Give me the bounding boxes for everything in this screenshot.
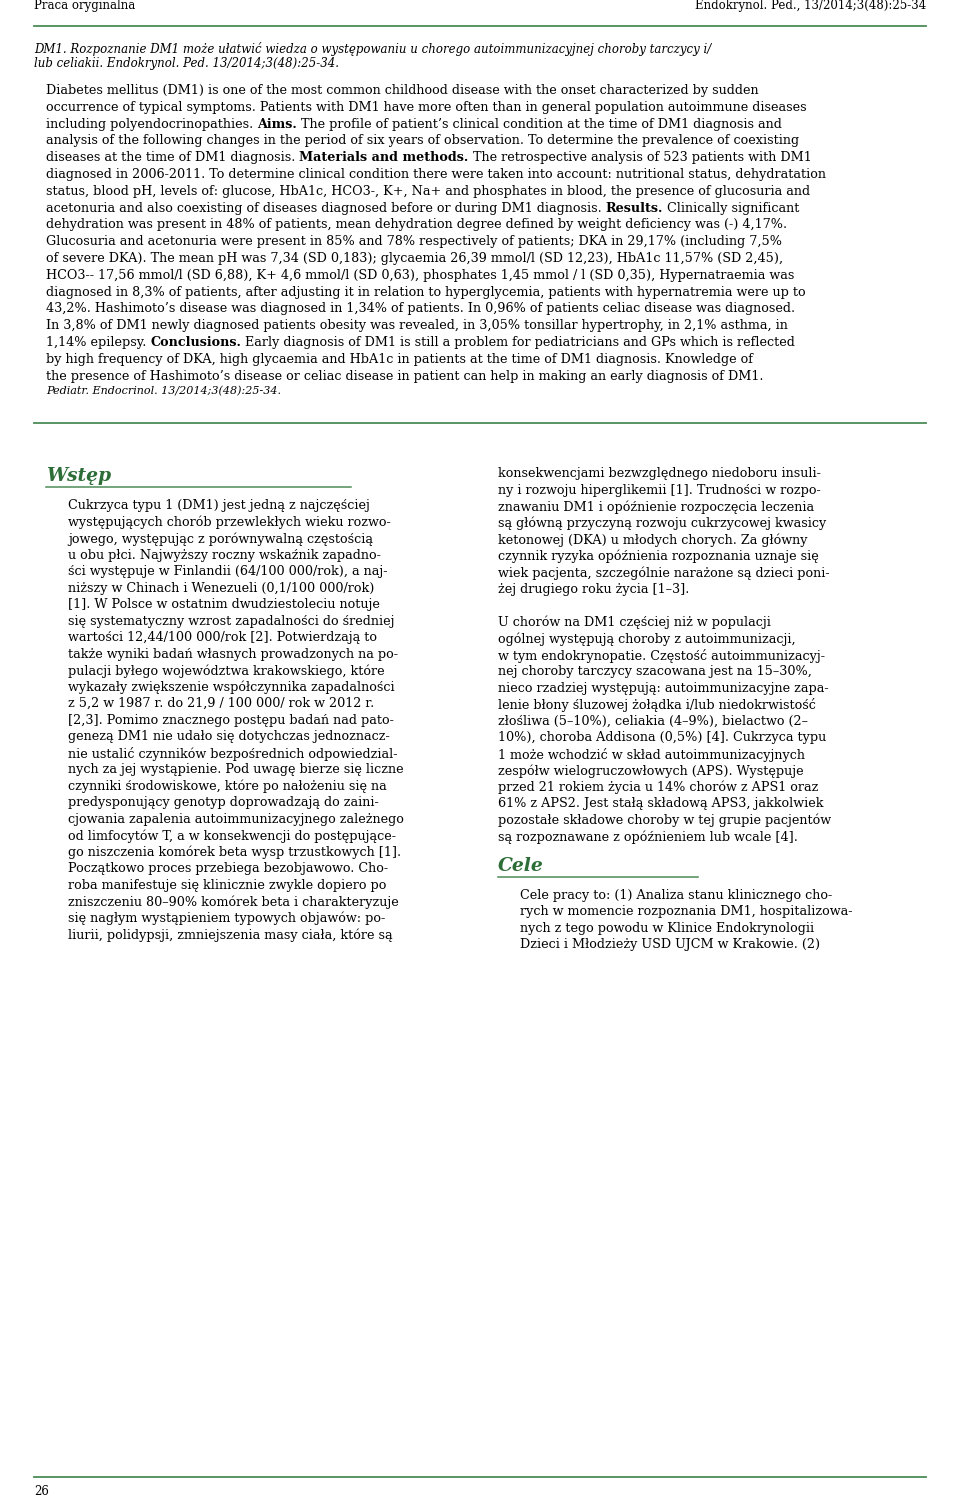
Text: ketonowej (DKA) u młodych chorych. Za główny: ketonowej (DKA) u młodych chorych. Za gł… [498, 533, 807, 547]
Text: status, blood pH, levels of: glucose, HbA1c, HCO3-, K+, Na+ and phosphates in bl: status, blood pH, levels of: glucose, Hb… [46, 185, 810, 197]
Text: dehydration was present in 48% of patients, mean dehydration degree defined by w: dehydration was present in 48% of patien… [46, 218, 787, 232]
Text: niższy w Chinach i Wenezueli (0,1/100 000/rok): niższy w Chinach i Wenezueli (0,1/100 00… [68, 581, 374, 595]
Text: występujących chorób przewlekłych wieku rozwo-: występujących chorób przewlekłych wieku … [68, 515, 391, 529]
Text: diseases at the time of DM1 diagnosis.: diseases at the time of DM1 diagnosis. [46, 151, 300, 164]
Text: diagnosed in 8,3% of patients, after adjusting it in relation to hyperglycemia, : diagnosed in 8,3% of patients, after adj… [46, 286, 805, 298]
Text: predysponujący genotyp doprowadzają do zaini-: predysponujący genotyp doprowadzają do z… [68, 797, 379, 809]
Text: Materials and methods.: Materials and methods. [300, 151, 468, 164]
Text: ogólnej występują choroby z autoimmunizacji,: ogólnej występują choroby z autoimmuniza… [498, 633, 796, 646]
Text: including polyendocrinopathies.: including polyendocrinopathies. [46, 117, 257, 131]
Text: u obu płci. Najwyższy roczny wskaźnik zapadno-: u obu płci. Najwyższy roczny wskaźnik za… [68, 548, 381, 562]
Text: żej drugiego roku życia [1–3].: żej drugiego roku życia [1–3]. [498, 583, 689, 596]
Text: occurrence of typical symptoms. Patients with DM1 have more often than in genera: occurrence of typical symptoms. Patients… [46, 101, 806, 114]
Text: konsekwencjami bezwzględnego niedoboru insuli-: konsekwencjami bezwzględnego niedoboru i… [498, 467, 821, 480]
Text: w tym endokrynopatie. Częstość autoimmunizacyj-: w tym endokrynopatie. Częstość autoimmun… [498, 649, 825, 663]
Text: także wyniki badań własnych prowadzonych na po-: także wyniki badań własnych prowadzonych… [68, 648, 398, 661]
Text: lenie błony śluzowej żołądka i/lub niedokrwistość: lenie błony śluzowej żołądka i/lub niedo… [498, 699, 816, 712]
Text: liurii, polidypsji, zmniejszenia masy ciała, które są: liurii, polidypsji, zmniejszenia masy ci… [68, 928, 393, 941]
Text: czynniki środowiskowe, które po nałożeniu się na: czynniki środowiskowe, które po nałożeni… [68, 780, 387, 794]
Text: The profile of patient’s clinical condition at the time of DM1 diagnosis and: The profile of patient’s clinical condit… [297, 117, 781, 131]
Text: Początkowo proces przebiega bezobjawowo. Cho-: Początkowo proces przebiega bezobjawowo.… [68, 863, 388, 875]
Text: lub celiakii. Endokrynol. Ped. 13/2014;3(48):25-34.: lub celiakii. Endokrynol. Ped. 13/2014;3… [34, 57, 339, 69]
Text: wartości 12,44/100 000/rok [2]. Potwierdzają to: wartości 12,44/100 000/rok [2]. Potwierd… [68, 631, 377, 645]
Text: zniszczeniu 80–90% komórek beta i charakteryzuje: zniszczeniu 80–90% komórek beta i charak… [68, 895, 398, 908]
Text: Endokrynol. Ped., 13/2014;3(48):25-34: Endokrynol. Ped., 13/2014;3(48):25-34 [695, 0, 926, 12]
Text: In 3,8% of DM1 newly diagnosed patients obesity was revealed, in 3,05% tonsillar: In 3,8% of DM1 newly diagnosed patients … [46, 319, 788, 333]
Text: [2,3]. Pomimo znacznego postępu badań nad pato-: [2,3]. Pomimo znacznego postępu badań na… [68, 714, 394, 727]
Text: Glucosuria and acetonuria were present in 85% and 78% respectively of patients; : Glucosuria and acetonuria were present i… [46, 235, 782, 248]
Text: of severe DKA). The mean pH was 7,34 (SD 0,183); glycaemia 26,39 mmol/l (SD 12,2: of severe DKA). The mean pH was 7,34 (SD… [46, 252, 783, 265]
Text: 43,2%. Hashimoto’s disease was diagnosed in 1,34% of patients. In 0,96% of patie: 43,2%. Hashimoto’s disease was diagnosed… [46, 303, 795, 315]
Text: nieco rzadziej występują: autoimmunizacyjne zapa-: nieco rzadziej występują: autoimmunizacy… [498, 682, 828, 694]
Text: nych z tego powodu w Klinice Endokrynologii: nych z tego powodu w Klinice Endokrynolo… [520, 922, 814, 935]
Text: roba manifestuje się klinicznie zwykle dopiero po: roba manifestuje się klinicznie zwykle d… [68, 878, 386, 892]
Text: 26: 26 [34, 1485, 49, 1498]
Text: Aims.: Aims. [257, 117, 297, 131]
Text: 1 może wchodzić w skład autoimmunizacyjnych: 1 może wchodzić w skład autoimmunizacyjn… [498, 747, 805, 762]
Text: rych w momencie rozpoznania DM1, hospitalizowa-: rych w momencie rozpoznania DM1, hospita… [520, 905, 852, 919]
Text: acetonuria and also coexisting of diseases diagnosed before or during DM1 diagno: acetonuria and also coexisting of diseas… [46, 202, 606, 214]
Text: z 5,2 w 1987 r. do 21,9 / 100 000/ rok w 2012 r.: z 5,2 w 1987 r. do 21,9 / 100 000/ rok w… [68, 697, 374, 711]
Text: nej choroby tarczycy szacowana jest na 15–30%,: nej choroby tarczycy szacowana jest na 1… [498, 666, 812, 678]
Text: Conclusions.: Conclusions. [151, 336, 241, 349]
Text: [1]. W Polsce w ostatnim dwudziestoleciu notuje: [1]. W Polsce w ostatnim dwudziestoleciu… [68, 598, 380, 611]
Text: genezą DM1 nie udało się dotychczas jednoznacz-: genezą DM1 nie udało się dotychczas jedn… [68, 730, 390, 742]
Text: wykazały zwiększenie współczynnika zapadalności: wykazały zwiększenie współczynnika zapad… [68, 681, 395, 694]
Text: go niszczenia komórek beta wysp trzustkowych [1].: go niszczenia komórek beta wysp trzustko… [68, 846, 401, 860]
Text: Cukrzyca typu 1 (DM1) jest jedną z najczęściej: Cukrzyca typu 1 (DM1) jest jedną z najcz… [68, 498, 370, 512]
Text: U chorów na DM1 częściej niż w populacji: U chorów na DM1 częściej niż w populacji [498, 616, 771, 630]
Text: 1,14% epilepsy.: 1,14% epilepsy. [46, 336, 151, 349]
Text: diagnosed in 2006-2011. To determine clinical condition there were taken into ac: diagnosed in 2006-2011. To determine cli… [46, 169, 826, 181]
Text: Early diagnosis of DM1 is still a problem for pediatricians and GPs which is ref: Early diagnosis of DM1 is still a proble… [241, 336, 795, 349]
Text: The retrospective analysis of 523 patients with DM1: The retrospective analysis of 523 patien… [468, 151, 811, 164]
Text: pulacji byłego województwa krakowskiego, które: pulacji byłego województwa krakowskiego,… [68, 664, 385, 678]
Text: 10%), choroba Addisona (0,5%) [4]. Cukrzyca typu: 10%), choroba Addisona (0,5%) [4]. Cukrz… [498, 732, 827, 744]
Text: pozostałe składowe choroby w tej grupie pacjentów: pozostałe składowe choroby w tej grupie … [498, 813, 831, 827]
Text: są główną przyczyną rozwoju cukrzycowej kwasicy: są główną przyczyną rozwoju cukrzycowej … [498, 517, 827, 530]
Text: Praca oryginalna: Praca oryginalna [34, 0, 135, 12]
Text: ści występuje w Finlandii (64/100 000/rok), a naj-: ści występuje w Finlandii (64/100 000/ro… [68, 565, 388, 578]
Text: cjowania zapalenia autoimmunizacyjnego zależnego: cjowania zapalenia autoimmunizacyjnego z… [68, 813, 404, 825]
Text: analysis of the following changes in the period of six years of observation. To : analysis of the following changes in the… [46, 134, 799, 148]
Text: Diabetes mellitus (DM1) is one of the most common childhood disease with the ons: Diabetes mellitus (DM1) is one of the mo… [46, 84, 758, 96]
Text: Cele pracy to: (1) Analiza stanu klinicznego cho-: Cele pracy to: (1) Analiza stanu klinicz… [520, 889, 832, 902]
Text: Dzieci i Młodzieży USD UJCM w Krakowie. (2): Dzieci i Młodzieży USD UJCM w Krakowie. … [520, 938, 820, 952]
Text: jowego, występując z porównywalną częstością: jowego, występując z porównywalną często… [68, 532, 373, 545]
Text: nie ustalić czynników bezpośrednich odpowiedzial-: nie ustalić czynników bezpośrednich odpo… [68, 747, 397, 761]
Text: nych za jej wystąpienie. Pod uwagę bierze się liczne: nych za jej wystąpienie. Pod uwagę bierz… [68, 764, 403, 776]
Text: się nagłym wystąpieniem typowych objawów: po-: się nagłym wystąpieniem typowych objawów… [68, 911, 385, 925]
Text: od limfocytów T, a w konsekwencji do postępujące-: od limfocytów T, a w konsekwencji do pos… [68, 830, 396, 843]
Text: Cele: Cele [498, 857, 543, 875]
Text: by high frequency of DKA, high glycaemia and HbA1c in patients at the time of DM: by high frequency of DKA, high glycaemia… [46, 352, 753, 366]
Text: Results.: Results. [606, 202, 663, 214]
Text: 61% z APS2. Jest stałą składową APS3, jakkolwiek: 61% z APS2. Jest stałą składową APS3, ja… [498, 797, 824, 810]
Text: Clinically significant: Clinically significant [663, 202, 800, 214]
Text: są rozpoznawane z opóźnieniem lub wcale [4].: są rozpoznawane z opóźnieniem lub wcale … [498, 830, 798, 843]
Text: wiek pacjenta, szczególnie narażone są dzieci poni-: wiek pacjenta, szczególnie narażone są d… [498, 566, 829, 580]
Text: Pediatr. Endocrinol. 13/2014;3(48):25-34.: Pediatr. Endocrinol. 13/2014;3(48):25-34… [46, 387, 281, 396]
Text: ny i rozwoju hiperglikemii [1]. Trudności w rozpo-: ny i rozwoju hiperglikemii [1]. Trudnośc… [498, 483, 821, 497]
Text: HCO3-- 17,56 mmol/l (SD 6,88), K+ 4,6 mmol/l (SD 0,63), phosphates 1,45 mmol / l: HCO3-- 17,56 mmol/l (SD 6,88), K+ 4,6 mm… [46, 268, 794, 282]
Text: złośliwa (5–10%), celiakia (4–9%), bielactwo (2–: złośliwa (5–10%), celiakia (4–9%), biela… [498, 715, 808, 727]
Text: zespółw wielogruczowłowych (APS). Występuje: zespółw wielogruczowłowych (APS). Występ… [498, 764, 804, 777]
Text: czynnik ryzyka opóźnienia rozpoznania uznaje się: czynnik ryzyka opóźnienia rozpoznania uz… [498, 550, 819, 563]
Text: Wstęp: Wstęp [46, 467, 111, 485]
Text: się systematyczny wzrost zapadalności do średniej: się systematyczny wzrost zapadalności do… [68, 614, 395, 628]
Text: DM1. Rozpoznanie DM1 może ułatwić wiedza o występowaniu u chorego autoimmunizacy: DM1. Rozpoznanie DM1 może ułatwić wiedza… [34, 42, 711, 56]
Text: the presence of Hashimoto’s disease or celiac disease in patient can help in mak: the presence of Hashimoto’s disease or c… [46, 369, 763, 383]
Text: znawaniu DM1 i opóźnienie rozpoczęcia leczenia: znawaniu DM1 i opóźnienie rozpoczęcia le… [498, 500, 814, 514]
Text: przed 21 rokiem życia u 14% chorów z APS1 oraz: przed 21 rokiem życia u 14% chorów z APS… [498, 780, 818, 794]
